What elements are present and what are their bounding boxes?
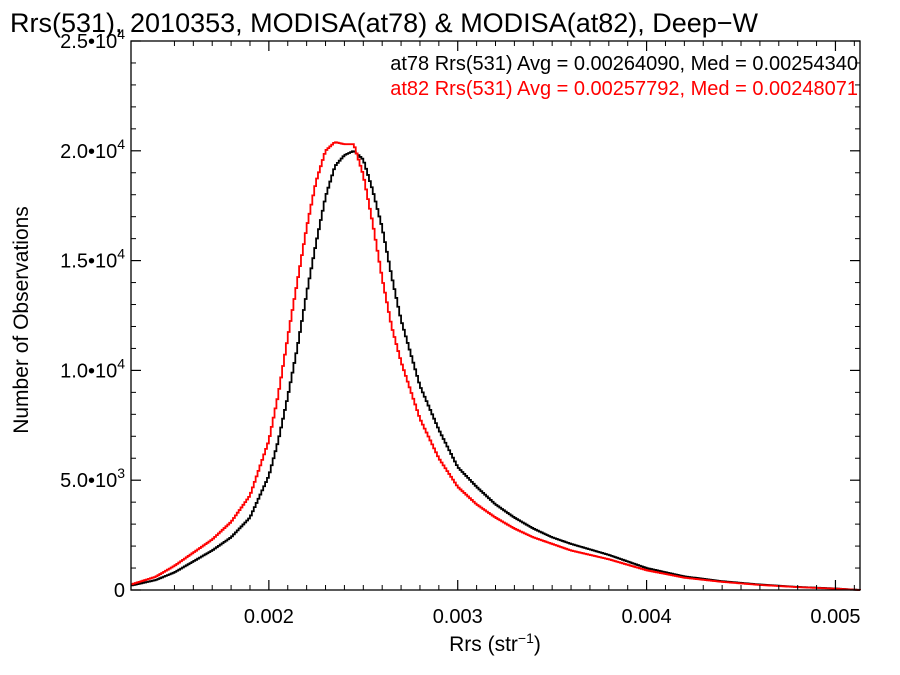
- y-tick-label: 1.0•104: [60, 355, 125, 382]
- series-line-at82: [131, 141, 861, 591]
- annotation-at82: at82 Rrs(531) Avg = 0.00257792, Med = 0.…: [390, 78, 858, 100]
- y-axis-label: Number of Observations: [10, 206, 33, 434]
- y-tick-label: 0: [114, 580, 125, 602]
- series-layer: [131, 141, 861, 591]
- x-tick-label: 0.004: [622, 606, 672, 628]
- y-tick-label: 5.0•103: [60, 465, 125, 492]
- ticks-layer: 0.002 0.003 0.004 0.005 0 5.0•103 1.0•104 1.5•1…: [60, 26, 860, 628]
- annotations-layer: at78 Rrs(531) Avg = 0.00264090, Med = 0.…: [390, 53, 858, 100]
- y-tick-label: 2.5•104: [60, 26, 125, 53]
- x-tick-label: 0.003: [433, 606, 483, 628]
- y-tick-label: 1.5•104: [60, 246, 125, 273]
- chart-title: Rrs(531), 2010353, MODISA(at78) & MODISA…: [10, 8, 759, 38]
- annotation-at78: at78 Rrs(531) Avg = 0.00264090, Med = 0.…: [390, 53, 858, 75]
- y-tick-label: 2.0•104: [60, 136, 125, 163]
- series-line-at78: [131, 150, 861, 591]
- x-tick-label: 0.005: [810, 606, 860, 628]
- x-axis-label: Rrs (str−1): [449, 630, 541, 656]
- x-tick-label: 0.002: [244, 606, 294, 628]
